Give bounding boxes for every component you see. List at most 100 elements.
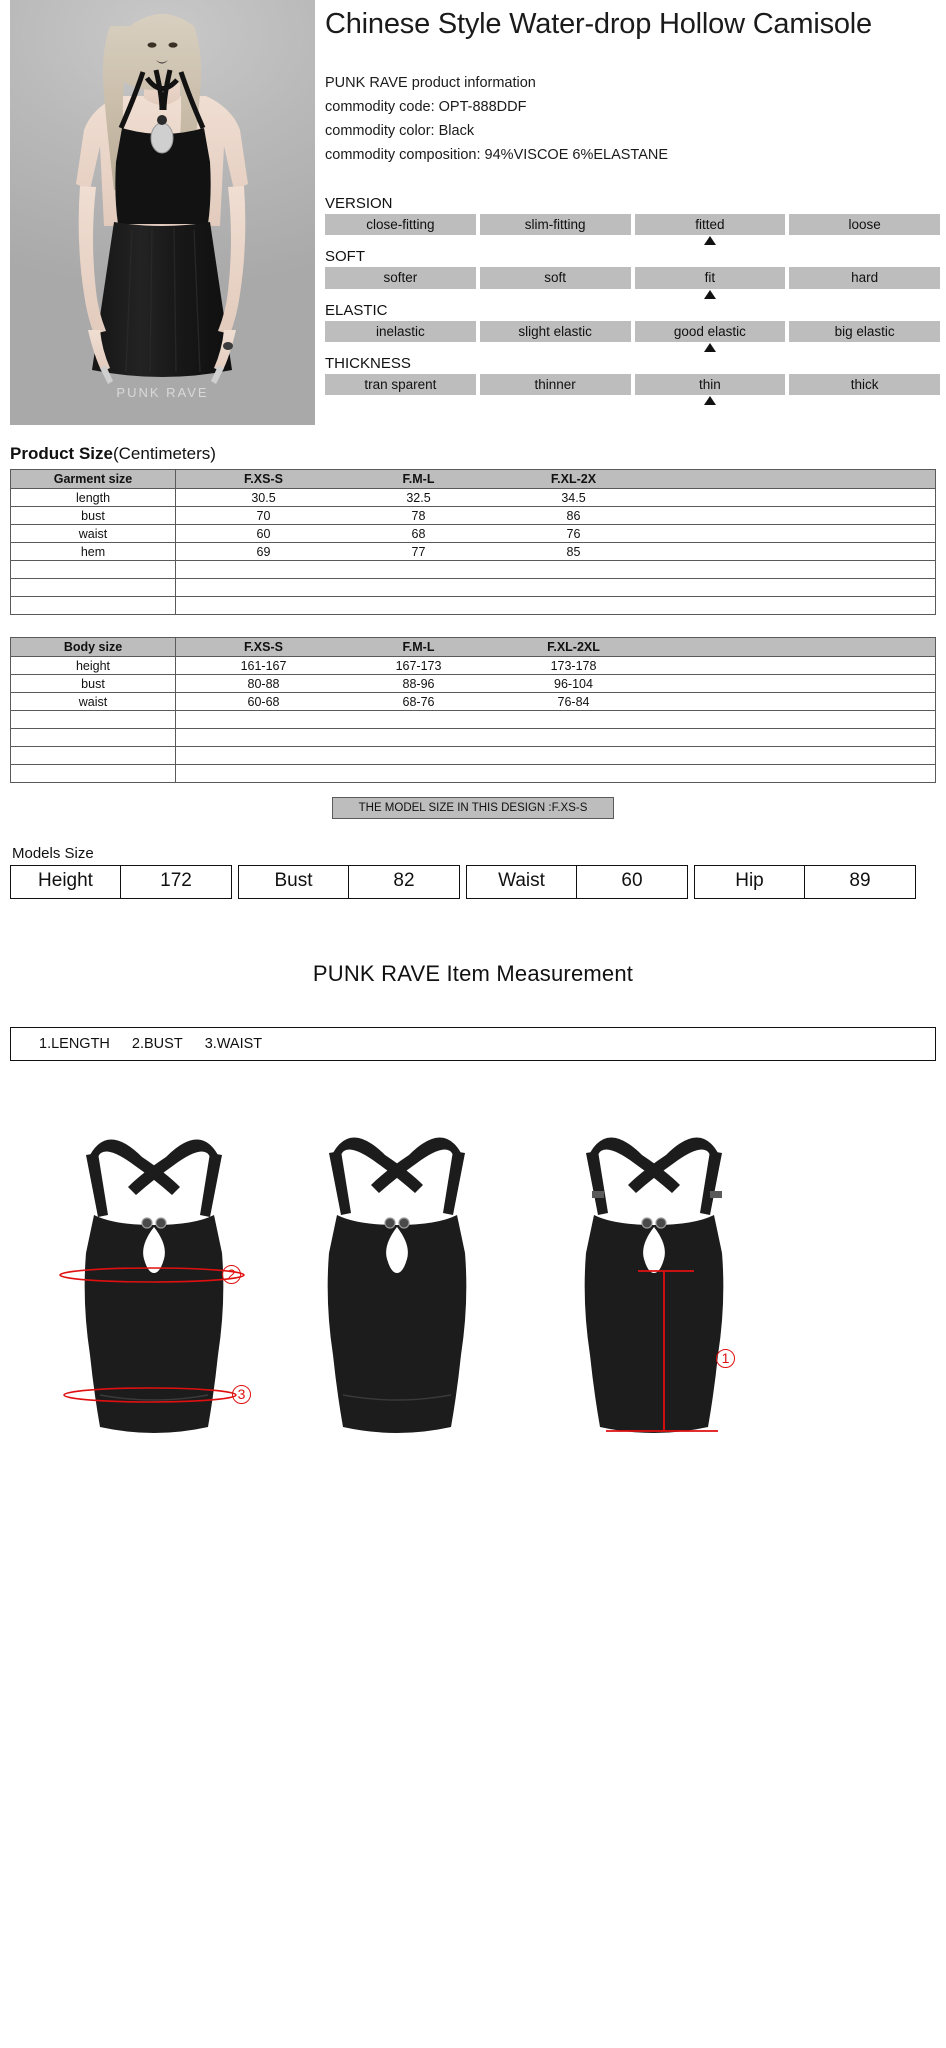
cell: 80-88 [247,676,280,691]
soft-option-soft[interactable]: soft [479,267,631,289]
product-size-corner-label: Garment size [10,469,176,489]
cell: 60-68 [247,694,280,709]
version-option-loose[interactable]: loose [789,213,940,236]
body-size-column-headers: F.XS-S F.M-L F.XL-2XL [175,637,936,657]
product-size-row-label-4 [10,560,176,579]
spacer-2 [325,292,940,303]
elastic-option-inelastic[interactable]: inelastic [325,320,476,343]
cell: 161-167 [240,658,287,673]
models-size-waist-label: Waist [467,866,577,898]
body-size-corner-label: Body size [10,637,176,657]
version-option-fitted[interactable]: fitted [634,213,786,236]
model-figure-illustration [76,14,248,384]
body-size-row-values-6 [175,764,936,783]
model-size-banner: THE MODEL SIZE IN THIS DESIGN :F.XS-S [331,797,615,819]
property-soft-title: SOFT [325,248,365,266]
table-row [10,578,936,597]
legend-item-length: 1.LENGTH [39,1036,110,1052]
cell: 30.5 [251,490,276,505]
models-size-height-label: Height [11,866,121,898]
garment-front-view-middle [327,1137,467,1433]
table-row: bust 70 78 86 [10,506,936,525]
measurement-section: PUNK RAVE Item Measurement 1.LENGTH 2.BU… [0,961,946,1525]
table-header-row: Body size F.XS-S F.M-L F.XL-2XL [10,637,936,657]
cell: 88-96 [402,676,435,691]
body-size-col-0: F.XS-S [244,640,283,654]
product-size-row-values-4 [175,560,936,579]
hero-section: PUNK RAVE Chinese Style Water-drop Hollo… [0,0,946,430]
table-row: waist 60-68 68-76 76-84 [10,692,936,711]
table-header-row: Garment size F.XS-S F.M-L F.XL-2X [10,469,936,489]
body-size-section: Body size F.XS-S F.M-L F.XL-2XL height 1… [0,637,946,819]
models-size-hip-label: Hip [695,866,805,898]
thickness-option-thick[interactable]: thick [789,373,940,396]
commodity-composition: commodity composition: 94%VISCOE 6%ELAST… [325,147,669,164]
property-elastic: ELASTIC inelastic slight elastic good el… [325,301,940,343]
product-size-row-values-3: 69 77 85 [175,542,936,561]
soft-option-softer[interactable]: softer [325,267,476,289]
models-size-row: Height 172 Bust 82 Waist 60 Hip 89 [10,865,936,899]
cell: 76-84 [557,694,590,709]
body-size-table: Body size F.XS-S F.M-L F.XL-2XL height 1… [10,637,936,783]
soft-option-hard[interactable]: hard [789,267,940,289]
product-size-col-1: F.M-L [402,472,435,486]
body-size-row-label-0: height [10,656,176,675]
property-thickness: THICKNESS tran sparent thinner thin thic… [325,355,940,396]
page-title: Chinese Style Water-drop Hollow Camisole [325,8,872,40]
measurement-title: PUNK RAVE Item Measurement [312,961,634,986]
body-size-row-values-0: 161-167 167-173 173-178 [175,656,936,675]
soft-option-fit[interactable]: fit [634,267,786,289]
product-size-row-label-2: waist [10,524,176,543]
table-row: waist 60 68 76 [10,524,936,543]
measurement-marker-bust: 2 [222,1265,241,1284]
models-size-waist-value: 60 [621,870,643,891]
product-size-table: Garment size F.XS-S F.M-L F.XL-2X length… [10,469,936,615]
cell: 70 [256,508,271,523]
garment-technical-drawings: 2 3 [0,1095,946,1525]
body-size-row-label-2: waist [10,692,176,711]
cell: 86 [566,508,581,523]
table-row: height 161-167 167-173 173-178 [10,656,936,675]
thickness-option-transparent[interactable]: tran sparent [325,373,476,396]
body-size-row-label-3 [10,710,176,729]
body-size-row-values-3 [175,710,936,729]
commodity-code: commodity code: OPT-888DDF [325,99,527,116]
cell: 32.5 [406,490,431,505]
property-version-title: VERSION [325,195,393,213]
body-size-col-2: F.XL-2XL [547,640,600,654]
models-size-title: Models Size [12,845,94,862]
elastic-option-good-elastic[interactable]: good elastic [634,320,786,343]
product-size-row-label-6 [10,596,176,615]
cell: 85 [566,544,581,559]
table-row [10,746,936,765]
property-soft: SOFT softer soft fit hard [325,248,940,289]
product-detail-column: Chinese Style Water-drop Hollow Camisole… [325,0,940,398]
property-version-bar: close-fitting slim-fitting fitted loose [325,213,940,236]
table-row [10,764,936,783]
product-photo: PUNK RAVE [10,0,315,425]
cell: 96-104 [554,676,593,691]
garment-front-view-left [59,1139,245,1433]
models-size-bust: Bust 82 [238,865,460,899]
measurement-marker-waist: 3 [232,1385,251,1404]
version-option-close-fitting[interactable]: close-fitting [325,213,476,236]
product-size-row-label-1: bust [10,506,176,525]
thickness-option-thinner[interactable]: thinner [479,373,631,396]
models-size-height: Height 172 [10,865,232,899]
body-size-row-label-6 [10,764,176,783]
elastic-option-slight-elastic[interactable]: slight elastic [479,320,631,343]
product-info-block: PUNK RAVE product information commodity … [325,72,940,168]
body-size-row-values-2: 60-68 68-76 76-84 [175,692,936,711]
thickness-option-thin[interactable]: thin [634,373,786,396]
models-size-bust-value: 82 [393,870,415,891]
version-option-slim-fitting[interactable]: slim-fitting [479,213,631,236]
property-thickness-title: THICKNESS [325,355,411,373]
legend-item-bust: 2.BUST [131,1036,183,1052]
body-size-col-1: F.M-L [402,640,435,654]
product-size-heading: Product Size(Centimeters) [10,444,936,464]
body-size-row-label-1: bust [10,674,176,693]
cell: 173-178 [550,658,597,673]
photo-watermark: PUNK RAVE [116,385,209,400]
property-elastic-title: ELASTIC [325,301,388,319]
elastic-option-big-elastic[interactable]: big elastic [789,320,940,343]
